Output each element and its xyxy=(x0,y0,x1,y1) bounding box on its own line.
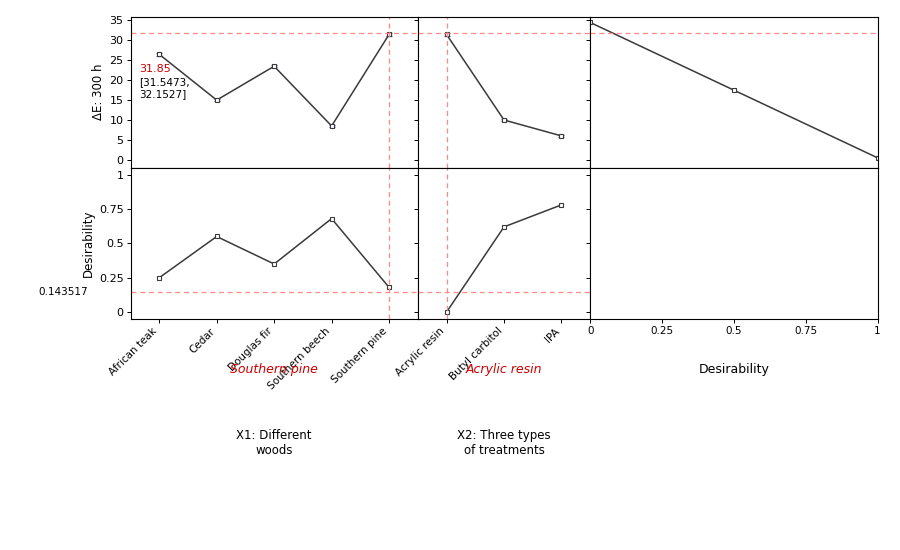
Text: Southern pine: Southern pine xyxy=(230,363,318,376)
Text: 0.143517: 0.143517 xyxy=(39,288,88,298)
Text: Desirability: Desirability xyxy=(698,363,770,376)
Text: [31.5473,
32.1527]: [31.5473, 32.1527] xyxy=(140,77,190,98)
Text: Acrylic resin: Acrylic resin xyxy=(466,363,542,376)
Y-axis label: ΔE: 300 h: ΔE: 300 h xyxy=(93,64,105,120)
Text: X2: Three types
of treatments: X2: Three types of treatments xyxy=(457,429,551,457)
Y-axis label: Desirability: Desirability xyxy=(82,210,94,277)
Text: 31.85: 31.85 xyxy=(140,64,171,74)
Text: X1: Different
woods: X1: Different woods xyxy=(237,429,312,457)
